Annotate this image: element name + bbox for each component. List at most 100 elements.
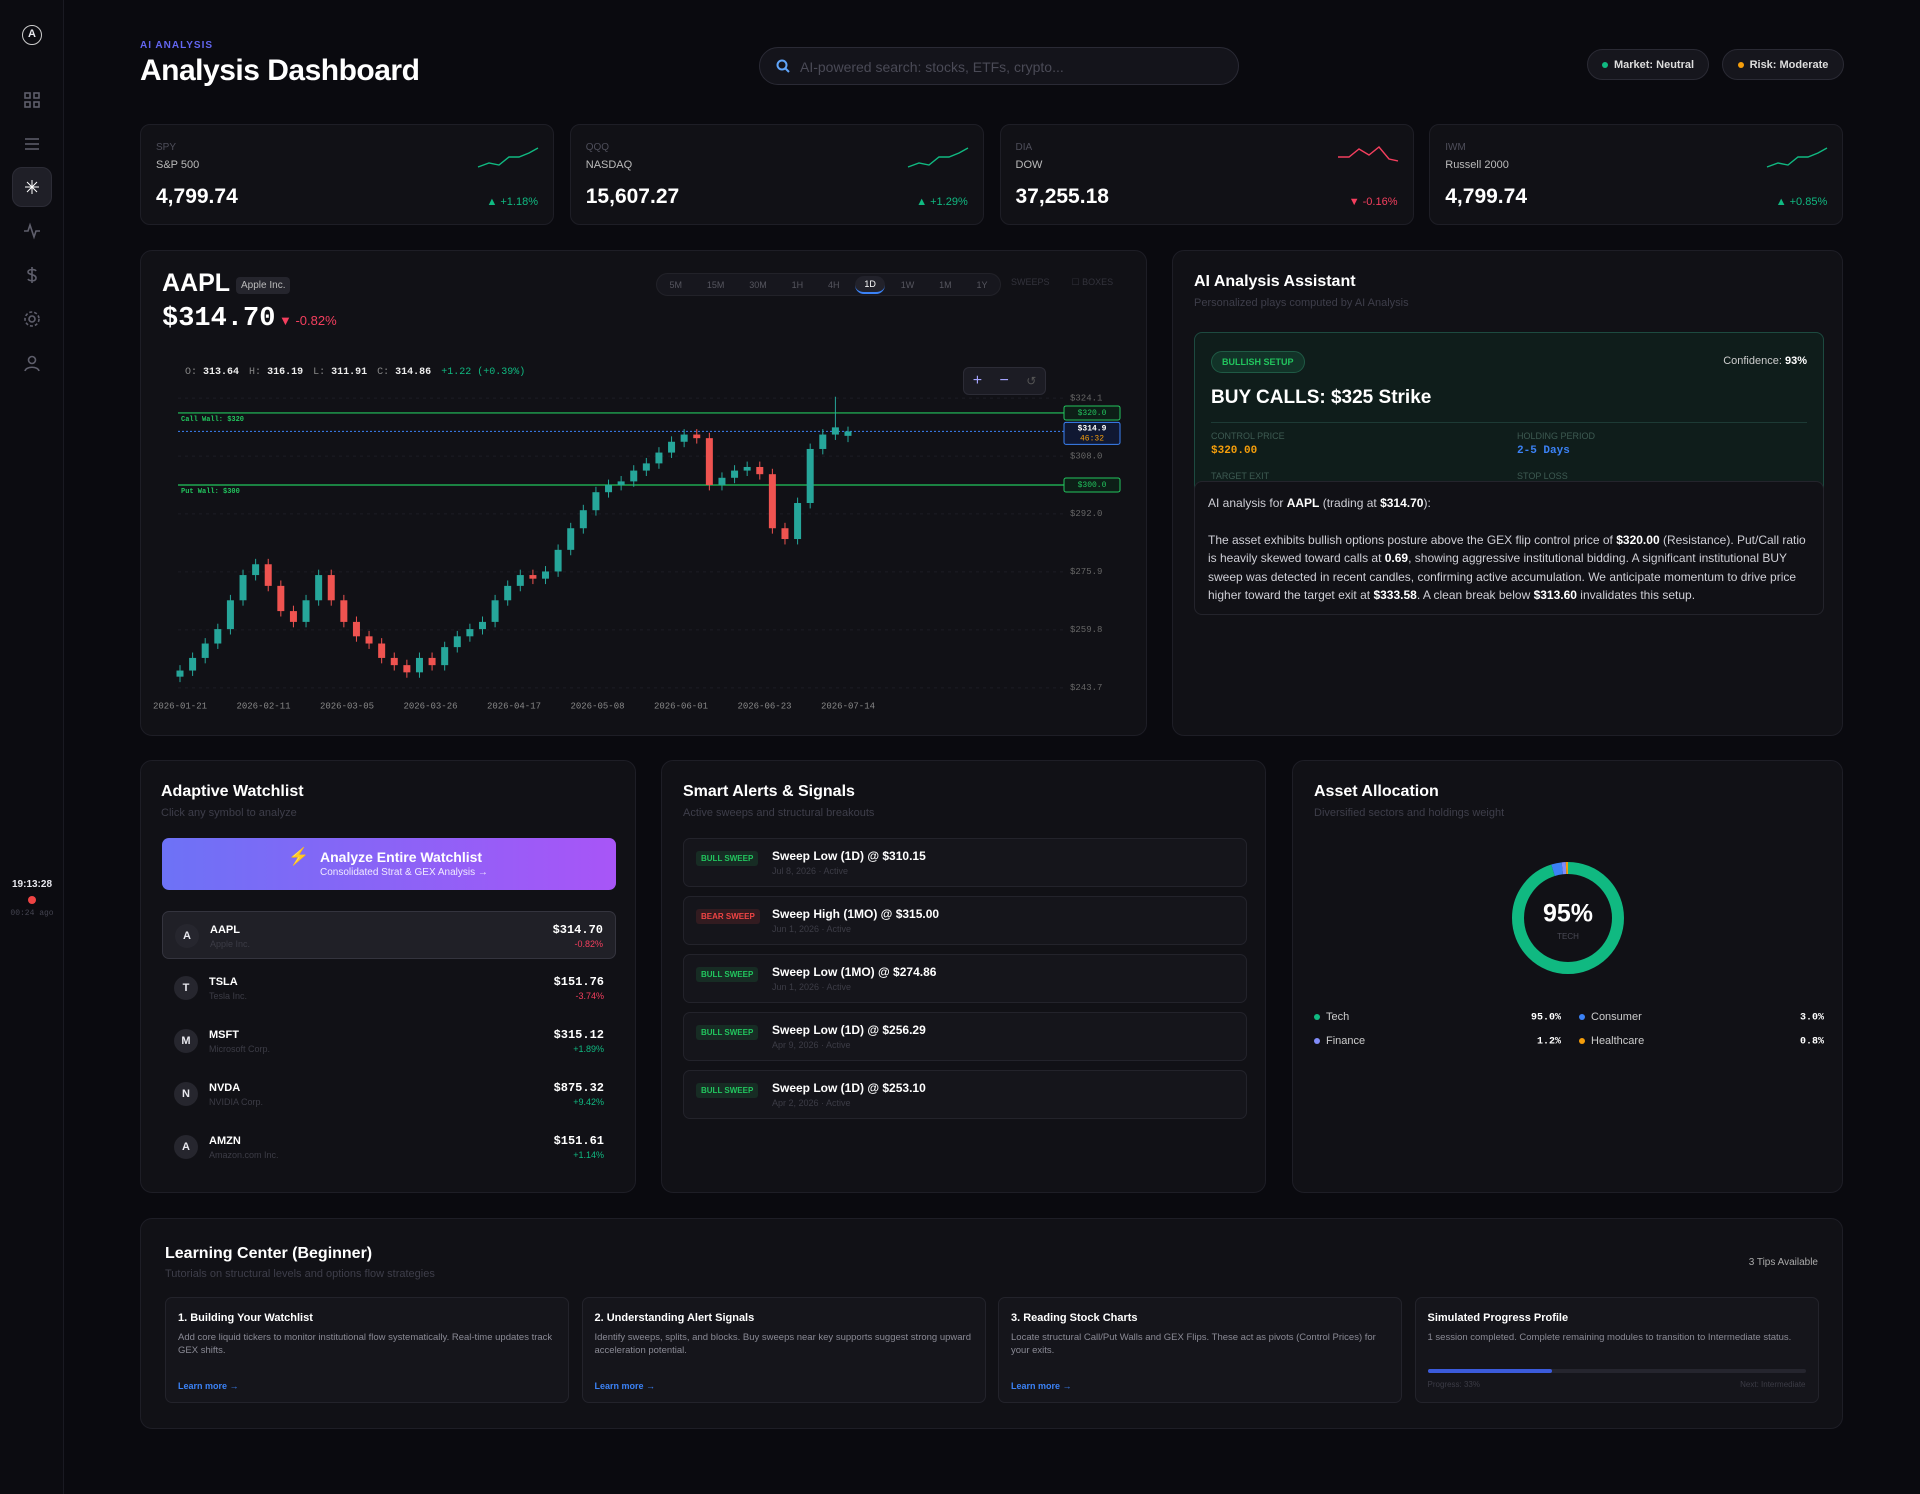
candle-body	[315, 575, 323, 601]
learning-subtitle: Tutorials on structural levels and optio…	[165, 1268, 435, 1280]
alert-item[interactable]: BULL SWEEP Sweep Low (1D) @ $256.29 Apr 9,…	[683, 1012, 1247, 1061]
analyze-button[interactable]: ⚡ Analyze Entire Watchlist Consolidated …	[162, 838, 616, 890]
toggles: SWEEPS ☐ BOXES	[1011, 277, 1113, 288]
allocation-subtitle: Diversified sectors and holdings weight	[1314, 807, 1505, 819]
learning-card: 3. Reading Stock Charts Locate structural…	[998, 1297, 1402, 1403]
legend-value: 0.8%	[1800, 1037, 1824, 1048]
timeframe-button[interactable]: 5M	[669, 279, 682, 290]
nav-settings[interactable]	[12, 299, 52, 339]
nav-user[interactable]	[12, 343, 52, 383]
eyebrow: AI ANALYSIS	[140, 40, 214, 51]
level-tag	[1063, 405, 1121, 421]
candle-body	[466, 629, 474, 637]
candle-body	[226, 600, 234, 630]
watchlist-row[interactable]: A AMZN Amazon.com Inc. $151.61 +1.14%	[162, 1123, 616, 1171]
row-name: Apple Inc.	[210, 939, 251, 949]
alerts-subtitle: Active sweeps and structural breakouts	[683, 807, 875, 819]
countdown-label: 46:32	[1080, 434, 1104, 443]
timeframe-button[interactable]: 1D	[855, 275, 885, 294]
timeframe-button[interactable]: 30M	[749, 279, 767, 290]
search-box[interactable]: AI-powered search: stocks, ETFs, crypto.…	[759, 47, 1239, 85]
watchlist-panel: Adaptive Watchlist Click any symbol to a…	[140, 760, 636, 1193]
candle-body	[441, 647, 449, 666]
alert-item[interactable]: BEAR SWEEP Sweep High (1MO) @ $315.00 Jun …	[683, 896, 1247, 945]
zoom-in[interactable]: +	[972, 372, 983, 389]
watchlist-row[interactable]: A AAPL Apple Inc. $314.70 -0.82%	[162, 911, 616, 959]
card-link[interactable]: Learn more →	[178, 1381, 239, 1391]
card-body: Locate structural Call/Put Walls and GEX…	[1011, 1332, 1376, 1356]
page-title: Analysis Dashboard	[140, 54, 420, 87]
x-tick-label: 2026-07-14	[821, 701, 875, 711]
ticker-price: 15,607.27	[585, 185, 680, 208]
badge-dot	[1737, 61, 1744, 68]
alert-item[interactable]: BULL SWEEP Sweep Low (1D) @ $310.15 Jul 8,…	[683, 838, 1247, 887]
x-tick-label: 2026-01-21	[153, 701, 207, 711]
candle-body	[680, 434, 688, 442]
alert-item[interactable]: BULL SWEEP Sweep Low (1D) @ $253.10 Apr 2,…	[683, 1070, 1247, 1119]
button-title: Analyze Entire Watchlist	[320, 849, 483, 865]
ticker-card[interactable]: QQQ NASDAQ 15,607.27 ▲ +1.29%	[569, 124, 984, 225]
chart-toggle[interactable]: ☐ BOXES	[1071, 277, 1114, 287]
ai-subtitle: Personalized plays computed by AI Analys…	[1194, 297, 1409, 309]
ai-title: AI Analysis Assistant	[1194, 273, 1356, 290]
chart-toggle[interactable]: SWEEPS	[1011, 277, 1050, 287]
candlestick-chart: $324.1 $308.0 $292.0 $275.9 $259.8 $243.7 2026…	[153, 394, 1121, 711]
ticker-price: 37,255.18	[1015, 185, 1109, 208]
timeframe-button[interactable]: 1Y	[976, 279, 988, 290]
zoom-reset[interactable]: ↺	[1026, 374, 1037, 388]
nav-list[interactable]	[12, 124, 52, 164]
timeframe-button[interactable]: 4H	[828, 279, 840, 290]
candle-body	[743, 466, 751, 471]
timeframe-button[interactable]: 15M	[706, 279, 725, 290]
watchlist-title: Adaptive Watchlist	[161, 783, 304, 800]
nav-ai[interactable]	[12, 167, 52, 207]
badge-dot	[1601, 61, 1608, 68]
text-run: . A clean break below	[1416, 588, 1534, 602]
symbol-icon: A	[175, 924, 199, 948]
timeframe-button[interactable]: 1H	[791, 279, 804, 290]
candle-body	[365, 636, 373, 644]
watchlist-row[interactable]: N NVDA NVIDIA Corp. $875.32 +9.42%	[162, 1070, 616, 1118]
legend-dot	[1314, 1038, 1320, 1044]
ticker-card[interactable]: SPY S&P 500 4,799.74 ▲ +1.18%	[140, 124, 554, 225]
candle-body	[340, 600, 348, 622]
nav-grid[interactable]	[12, 80, 52, 120]
alert-title: Sweep Low (1MO) @ $274.86	[772, 965, 937, 979]
logo[interactable]: A	[22, 25, 42, 45]
card-link[interactable]: Learn more →	[594, 1381, 656, 1391]
alert-title: Sweep Low (1D) @ $310.15	[772, 849, 926, 863]
ticker-card[interactable]: DIA DOW 37,255.18 ▼ -0.16%	[999, 124, 1414, 225]
allocation-donut: 95% TECH Tech 95.0% Consumer 3.0% Finance 1.2% H…	[1314, 862, 1824, 1048]
candle-body	[642, 463, 650, 471]
timeframe-button[interactable]: 1M	[939, 279, 952, 290]
x-tick-label: 2026-03-26	[403, 701, 457, 711]
watchlist-row[interactable]: M MSFT Microsoft Corp. $315.12 +1.89%	[162, 1017, 616, 1065]
text-run: The asset exhibits bullish options postu…	[1208, 532, 1617, 547]
legend-dot	[1579, 1038, 1585, 1044]
ohlc-item: H: 316.19	[249, 367, 303, 378]
candle-body	[189, 657, 197, 671]
zoom-out[interactable]: −	[999, 372, 1009, 389]
ohlc-value: 314.86	[395, 367, 432, 378]
confidence: Confidence: 93%	[1723, 355, 1807, 367]
timeframe-button[interactable]: 1W	[900, 279, 915, 290]
card-link[interactable]: Learn more →	[1011, 1381, 1072, 1391]
learning-panel: Learning Center (Beginner) Tutorials on …	[140, 1218, 1843, 1429]
sparkline-path	[1767, 147, 1828, 168]
badge-text: Risk: Moderate	[1749, 58, 1829, 71]
sparkline	[907, 147, 969, 168]
y-tick-label: $308.0	[1070, 452, 1102, 462]
row-price: $151.76	[553, 975, 604, 989]
alert-item[interactable]: BULL SWEEP Sweep Low (1MO) @ $274.86 Jun 1…	[683, 954, 1247, 1003]
level-tag	[1063, 477, 1121, 493]
nav-activity[interactable]	[12, 211, 52, 251]
candle-body	[705, 438, 713, 485]
nav-dollar[interactable]	[12, 255, 52, 295]
ticker-card[interactable]: IWM Russell 2000 4,799.74 ▲ +0.85%	[1429, 124, 1844, 225]
ticker-change: ▲ +1.18%	[486, 196, 538, 208]
y-tick-label: $292.0	[1070, 509, 1102, 519]
donut-center-sublabel: TECH	[1557, 932, 1579, 941]
field-value: $320.00	[1211, 445, 1258, 457]
watchlist-row[interactable]: T TSLA Tesla Inc. $151.76 -3.74%	[162, 964, 616, 1012]
row-symbol: AMZN	[209, 1135, 241, 1147]
